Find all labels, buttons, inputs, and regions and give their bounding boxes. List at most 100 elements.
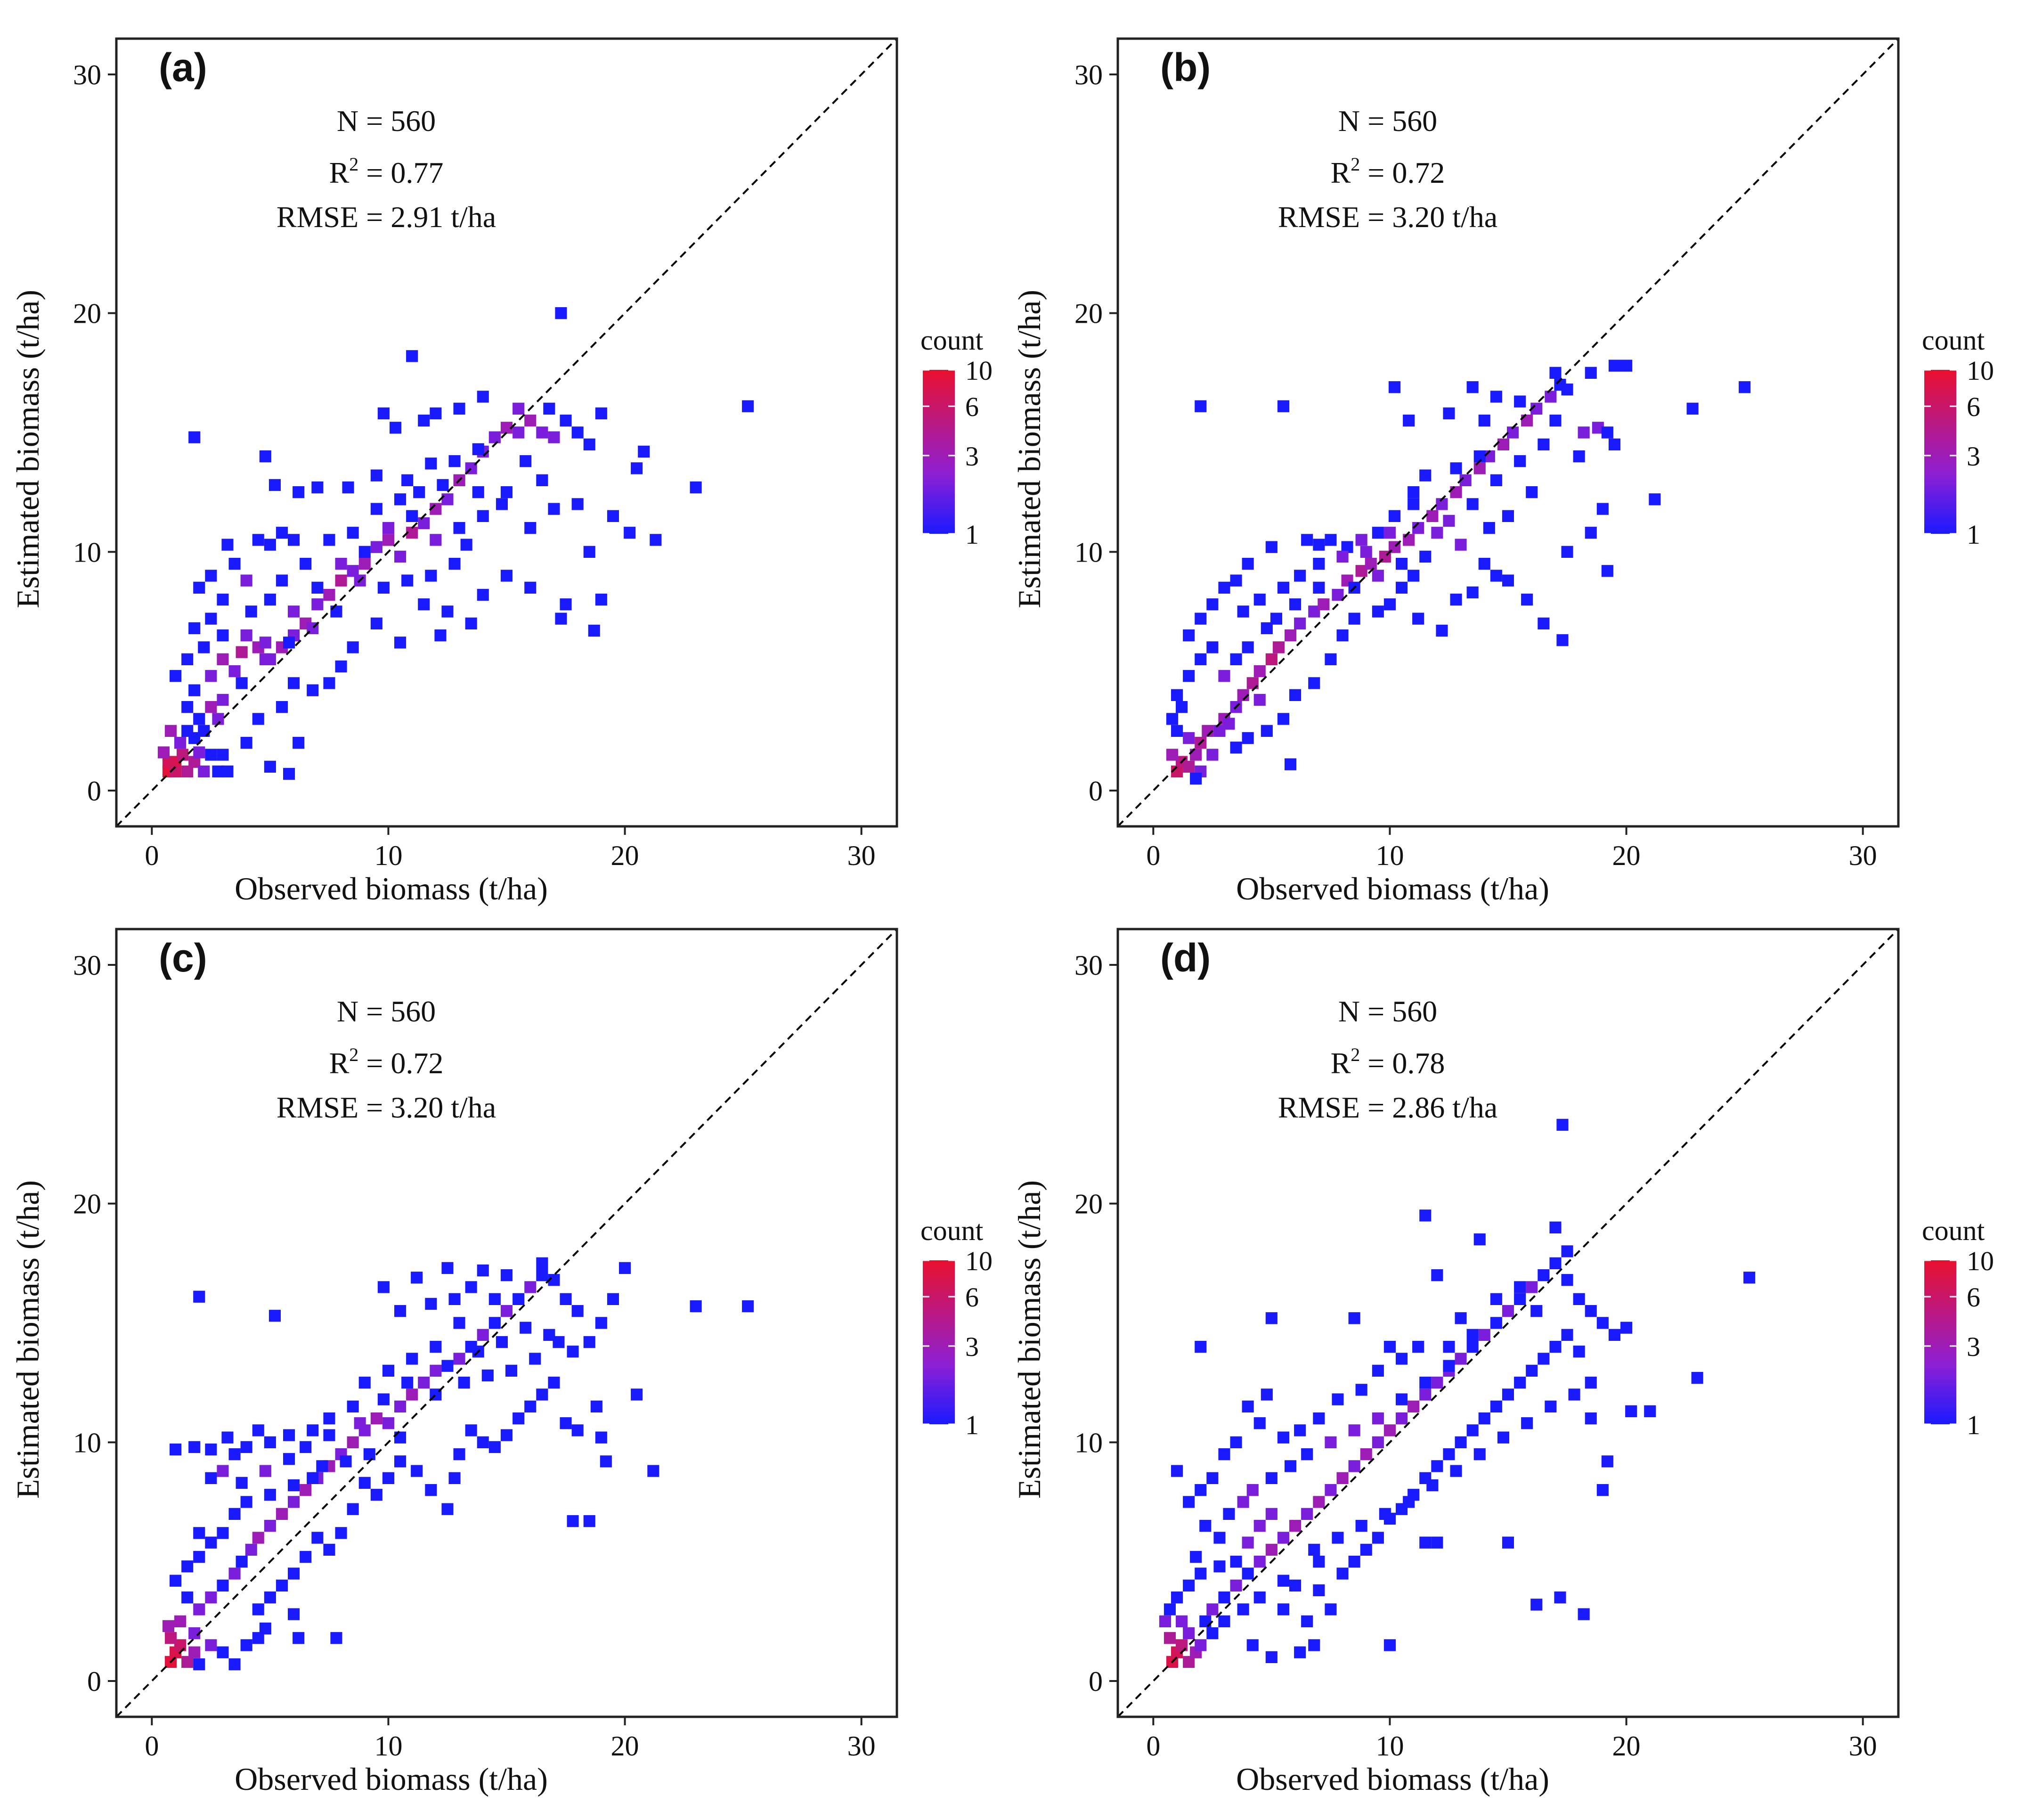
heatmap-cell <box>1213 1560 1226 1573</box>
heatmap-cell <box>1514 1377 1526 1389</box>
heatmap-cell <box>1478 1412 1490 1425</box>
heatmap-cell <box>1466 1329 1479 1341</box>
heatmap-cell <box>1176 1615 1188 1627</box>
heatmap-cell <box>1237 1603 1249 1616</box>
heatmap-cell <box>307 1472 319 1484</box>
heatmap-cell <box>382 534 394 546</box>
heatmap-cell <box>236 1477 248 1489</box>
heatmap-cell <box>1308 1639 1320 1651</box>
heatmap-cell <box>377 581 390 594</box>
heatmap-cell <box>742 400 754 412</box>
heatmap-cell <box>1206 641 1219 653</box>
heatmap-cell <box>1431 1536 1443 1549</box>
heatmap-cell <box>1206 1627 1219 1640</box>
heatmap-cell <box>1412 612 1424 625</box>
colorbar-tick-label: 6 <box>965 392 979 422</box>
heatmap-cell <box>307 1424 319 1436</box>
heatmap-cell <box>335 558 347 570</box>
colorbar-title: count <box>920 325 984 356</box>
heatmap-cell <box>394 1455 407 1468</box>
heatmap-cell <box>1164 1603 1176 1616</box>
heatmap-cell <box>1549 415 1562 427</box>
heatmap-cell <box>477 510 489 522</box>
heatmap-cell <box>300 1441 312 1453</box>
heatmap-cell <box>1183 760 1195 773</box>
heatmap-cell <box>1272 641 1285 653</box>
colorbar-tick-label: 10 <box>1967 1246 1994 1276</box>
heatmap-cell <box>1206 598 1219 611</box>
heatmap-cell <box>347 1436 359 1448</box>
heatmap-cell <box>1313 1556 1325 1568</box>
heatmap-cell <box>228 1658 241 1671</box>
heatmap-cell <box>1585 1412 1597 1425</box>
heatmap-cell <box>555 307 567 319</box>
colorbar-title: count <box>1922 1215 1985 1246</box>
heatmap-cell <box>1573 1346 1585 1358</box>
heatmap-cell <box>174 737 187 749</box>
heatmap-cell <box>536 474 548 486</box>
heatmap-cell <box>624 527 636 539</box>
heatmap-cell <box>347 527 359 539</box>
heatmap-cell <box>1521 594 1533 606</box>
heatmap-cell <box>607 510 619 522</box>
heatmap-cell <box>335 574 347 587</box>
heatmap-cell <box>590 1400 602 1412</box>
heatmap-cell <box>217 653 229 665</box>
heatmap-cell <box>583 438 595 450</box>
heatmap-cell <box>288 534 300 546</box>
heatmap-cell <box>1573 450 1585 463</box>
heatmap-cell <box>264 1436 276 1448</box>
heatmap-cell <box>1502 1388 1514 1401</box>
heatmap-cell <box>500 570 513 582</box>
heatmap-cell <box>1483 522 1495 534</box>
heatmap-cell <box>347 1400 359 1412</box>
heatmap-cell <box>1601 426 1613 439</box>
heatmap-cell <box>1348 612 1360 625</box>
heatmap-cell <box>1578 426 1590 439</box>
heatmap-cell <box>1313 1496 1325 1508</box>
heatmap-cell <box>524 581 537 594</box>
heatmap-cell <box>1237 605 1249 618</box>
heatmap-cell <box>1478 415 1490 427</box>
heatmap-cell <box>548 431 560 443</box>
stat-n: N = 560 <box>1338 104 1437 138</box>
panel-0: 0 10 20 30 0 10 20 30 Observed biomass (t/ha) Est… <box>10 37 993 906</box>
heatmap-cell <box>1521 1417 1533 1429</box>
heatmap-cell <box>188 431 201 443</box>
heatmap-cell <box>240 1441 252 1453</box>
heatmap-cell <box>520 455 532 467</box>
heatmap-cell <box>1265 541 1278 553</box>
heatmap-cell <box>288 1608 300 1620</box>
heatmap-cell <box>370 1412 382 1425</box>
heatmap-cell <box>1490 1400 1502 1412</box>
heatmap-cell <box>1502 574 1514 587</box>
heatmap-cell <box>536 1257 548 1269</box>
heatmap-cell <box>300 1551 312 1563</box>
heatmap-cell <box>430 407 442 420</box>
heatmap-cell <box>1294 617 1306 629</box>
heatmap-cell <box>1183 670 1195 682</box>
heatmap-cell <box>619 1262 631 1274</box>
heatmap-cell <box>245 605 257 618</box>
heatmap-cell <box>1608 1329 1620 1341</box>
colorbar <box>1924 370 1956 534</box>
heatmap-cell <box>1436 624 1448 637</box>
heatmap-cell <box>588 624 600 637</box>
heatmap-cell <box>1285 758 1297 770</box>
heatmap-cell <box>1360 1448 1372 1461</box>
heatmap-cell <box>1549 367 1562 379</box>
heatmap-cell <box>1218 1448 1230 1461</box>
plot-frame <box>115 37 898 828</box>
heatmap-cell <box>1431 1460 1443 1472</box>
x-axis-label: Observed biomass (t/ha) <box>1236 871 1549 906</box>
heatmap-cell <box>1538 438 1550 450</box>
heatmap-cell <box>269 479 281 491</box>
heatmap-cell <box>1325 534 1337 546</box>
heatmap-cell <box>1348 1556 1360 1568</box>
heatmap-cell <box>205 701 217 713</box>
heatmap-cell <box>1206 1472 1219 1484</box>
heatmap-cell <box>1332 1393 1344 1405</box>
heatmap-cell <box>1490 391 1502 403</box>
heatmap-cell <box>1620 1322 1633 1334</box>
heatmap-cell <box>1561 546 1573 558</box>
